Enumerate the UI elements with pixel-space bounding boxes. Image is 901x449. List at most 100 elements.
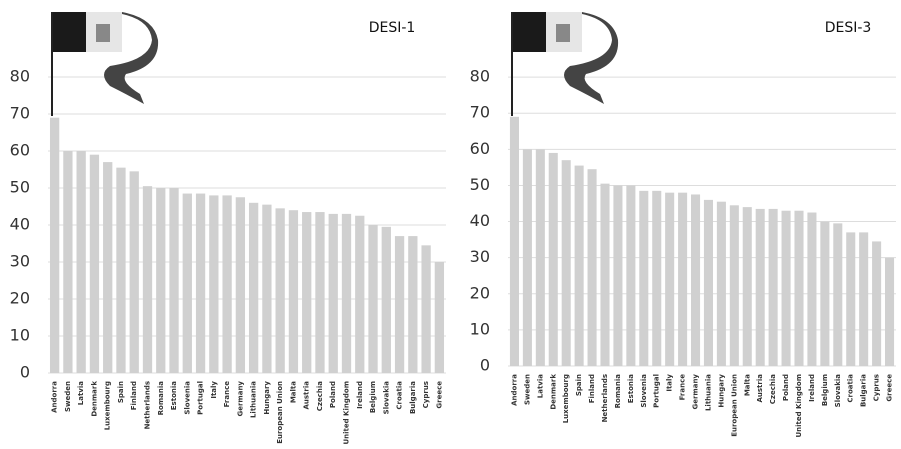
bar	[703, 199, 713, 366]
y-tick-label: 60	[470, 139, 490, 158]
x-tick-label: Bulgaria	[409, 381, 417, 414]
x-tick-label: European Union	[730, 374, 738, 437]
x-tick-label: Lithuania	[250, 381, 258, 418]
x-tick-label: Andorra	[51, 381, 59, 413]
y-tick-label: 0	[20, 363, 30, 382]
x-tick-label: Hungary	[717, 374, 725, 408]
bar	[665, 192, 675, 366]
bar	[885, 257, 895, 366]
bar	[129, 171, 139, 373]
y-tick-label: 40	[10, 215, 30, 234]
bar	[587, 169, 597, 366]
bar	[328, 213, 338, 373]
x-tick-label: Croatia	[396, 381, 404, 410]
bar	[394, 236, 405, 373]
flag	[511, 12, 619, 116]
chart-panel: DESI-1 0 10 20 30 40 50 60 70 80 Andorra Sweden Latv…	[10, 20, 446, 445]
bar	[275, 208, 285, 373]
bar	[652, 190, 662, 366]
bar	[408, 236, 418, 373]
bar	[381, 226, 391, 373]
x-tick-label: Luxembourg	[562, 374, 570, 423]
bar	[678, 192, 688, 366]
chart-title: DESI-3	[825, 20, 872, 36]
bar	[89, 154, 100, 373]
x-tick-label: Poland	[782, 374, 790, 401]
x-tick-label: Czechia	[769, 374, 777, 404]
x-tick-label: Latvia	[77, 381, 85, 405]
x-tick-label: Luxembourg	[104, 381, 112, 430]
x-tick-label: Finland	[588, 374, 596, 403]
bar	[574, 165, 584, 366]
bar	[535, 149, 545, 366]
bar	[434, 262, 445, 373]
bar	[63, 151, 73, 373]
x-tick-label: Germany	[692, 374, 700, 410]
y-tick-label: 70	[470, 103, 490, 122]
bar	[548, 152, 558, 366]
x-tick-label: Slovakia	[834, 374, 842, 408]
y-tick-label: 30	[10, 252, 30, 271]
x-tick-label: Andorra	[510, 374, 518, 406]
bar	[716, 201, 726, 366]
y-tick-label: 40	[470, 211, 490, 230]
x-tick-label: Italy	[210, 381, 218, 399]
bar	[846, 232, 856, 366]
x-tick-label: Slovenia	[640, 374, 648, 408]
bar	[626, 185, 636, 366]
y-tick-label: 20	[10, 289, 30, 308]
x-tick-label: Denmark	[90, 381, 98, 417]
bar	[561, 160, 571, 366]
x-tick-label: France	[223, 381, 231, 408]
bar	[522, 149, 532, 366]
x-tick-label: Spain	[117, 381, 125, 403]
x-tick-label: Romania	[157, 381, 165, 416]
bar	[262, 204, 272, 373]
y-tick-label: 50	[10, 178, 30, 197]
y-tick-label: 60	[10, 141, 30, 160]
x-tick-label: Spain	[575, 374, 583, 396]
bar	[729, 205, 739, 366]
x-tick-label: Bulgaria	[860, 374, 868, 407]
bar	[302, 212, 312, 373]
x-tick-label: Latvia	[536, 374, 544, 398]
y-tick-label: 80	[470, 67, 490, 86]
y-tick-label: 10	[470, 319, 490, 338]
bar	[76, 151, 86, 373]
x-tick-label: Croatia	[847, 374, 855, 403]
x-tick-label: Portugal	[197, 381, 205, 415]
x-tick-label: Netherlands	[144, 381, 152, 429]
x-tick-label: Slovenia	[183, 381, 191, 415]
chart-panel: DESI-3 0 10 20 30 40 50 60 70 80 Andorra Sweden Latv…	[470, 20, 896, 438]
y-tick-label: 0	[480, 356, 490, 375]
bar	[235, 197, 246, 373]
bar	[341, 213, 352, 373]
bar	[195, 193, 206, 373]
chart-title: DESI-1	[369, 20, 416, 36]
bar	[872, 241, 882, 366]
x-tick-label: Lithuania	[704, 374, 712, 411]
bar	[807, 212, 817, 366]
x-tick-label: Italy	[666, 374, 674, 392]
bar	[781, 210, 791, 366]
bar	[116, 167, 126, 373]
bar	[421, 245, 431, 373]
x-tick-label: United Kingdom	[343, 381, 351, 445]
x-tick-label: Estonia	[627, 374, 635, 403]
x-tick-label: Malta	[289, 381, 297, 403]
x-tick-label: Netherlands	[601, 374, 609, 422]
x-tick-label: Austria	[756, 374, 764, 403]
bar	[368, 225, 378, 373]
x-tick-label: Greece	[886, 374, 894, 402]
x-tick-label: Portugal	[653, 374, 661, 408]
bar	[639, 190, 649, 366]
bar	[315, 212, 325, 373]
x-tick-label: Belgium	[821, 374, 829, 406]
bar	[820, 221, 830, 366]
bar	[755, 208, 765, 366]
x-tick-label: Austria	[303, 381, 311, 410]
x-tick-label: Cyprus	[422, 381, 430, 408]
x-tick-label: Denmark	[549, 374, 557, 410]
bar	[142, 186, 153, 373]
